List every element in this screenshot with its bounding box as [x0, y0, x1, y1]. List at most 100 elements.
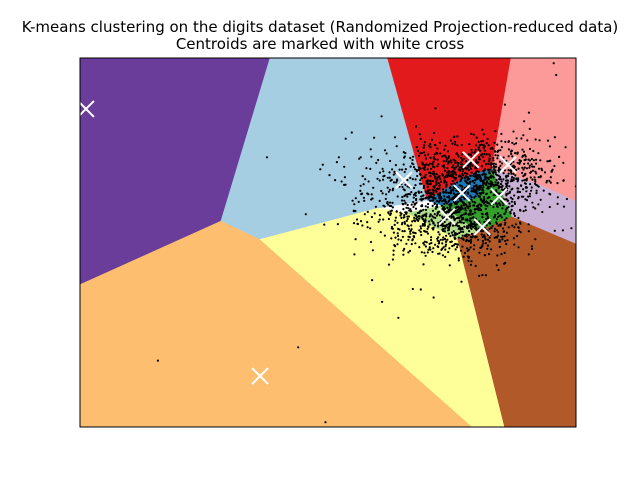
data-point — [510, 200, 513, 203]
cluster-region-8 — [80, 220, 473, 427]
data-point — [481, 239, 484, 243]
data-point — [474, 211, 477, 214]
data-point — [403, 222, 407, 225]
data-point — [477, 238, 480, 241]
data-point — [401, 221, 404, 224]
data-point — [484, 175, 487, 178]
data-point — [448, 208, 451, 211]
data-point — [446, 238, 449, 241]
data-point — [412, 205, 415, 209]
data-point — [467, 239, 470, 242]
data-point — [513, 212, 516, 215]
data-point — [396, 195, 399, 198]
data-point — [387, 263, 391, 266]
data-point — [530, 163, 533, 166]
data-point — [454, 140, 457, 143]
data-point — [473, 172, 476, 176]
data-point — [497, 268, 500, 272]
data-point — [436, 188, 439, 191]
data-point — [485, 142, 488, 145]
data-point — [369, 240, 373, 244]
data-point — [534, 180, 537, 183]
data-point — [443, 220, 446, 224]
data-point — [488, 227, 491, 230]
data-point — [486, 215, 489, 219]
data-point — [335, 161, 338, 164]
data-point — [406, 215, 409, 218]
data-point — [475, 176, 478, 179]
data-point — [510, 170, 513, 173]
data-point — [488, 196, 491, 199]
data-point — [531, 169, 535, 172]
data-point — [492, 156, 495, 160]
data-point — [401, 195, 404, 199]
data-point — [437, 163, 440, 166]
data-point — [321, 163, 324, 166]
data-point — [518, 162, 521, 165]
data-point — [541, 210, 544, 214]
data-point — [454, 177, 458, 180]
data-point — [462, 230, 465, 233]
data-point — [513, 243, 516, 246]
data-point — [481, 128, 484, 131]
data-point — [505, 217, 508, 220]
data-point — [429, 191, 433, 194]
data-point — [444, 156, 448, 159]
data-point — [478, 143, 481, 147]
data-point — [461, 188, 464, 191]
data-point — [438, 184, 441, 187]
data-point — [418, 152, 422, 155]
data-point — [496, 157, 499, 160]
data-point — [359, 220, 363, 223]
data-point — [397, 227, 400, 230]
data-point — [482, 196, 486, 199]
data-point — [387, 217, 390, 221]
data-point — [475, 144, 478, 147]
data-point — [370, 193, 373, 196]
data-point — [562, 161, 565, 164]
data-point — [479, 188, 482, 191]
data-point — [473, 244, 476, 247]
data-point — [395, 145, 398, 148]
data-point — [529, 189, 533, 192]
data-point — [463, 191, 466, 194]
data-point — [520, 184, 523, 187]
data-point — [522, 210, 525, 213]
data-point — [469, 174, 472, 177]
data-point — [480, 230, 483, 233]
data-point — [443, 195, 446, 198]
data-point — [334, 179, 337, 182]
data-point — [500, 216, 503, 219]
data-point — [479, 209, 483, 212]
data-point — [451, 244, 454, 248]
data-point — [156, 359, 159, 362]
data-point — [366, 192, 369, 195]
data-point — [442, 228, 445, 231]
data-point — [447, 251, 450, 254]
data-point — [497, 231, 500, 234]
data-point — [445, 191, 448, 194]
data-point — [422, 242, 425, 245]
data-point — [503, 262, 506, 265]
data-point — [470, 196, 473, 199]
data-point — [490, 182, 493, 185]
data-point — [487, 144, 490, 147]
data-point — [507, 172, 510, 175]
data-point — [510, 205, 513, 208]
data-point — [468, 181, 471, 184]
data-point — [475, 205, 478, 208]
data-point — [445, 183, 448, 186]
data-point — [479, 204, 482, 207]
data-point — [383, 234, 386, 237]
data-point — [556, 196, 559, 199]
data-point — [459, 199, 462, 202]
data-point — [434, 197, 437, 200]
data-point — [438, 233, 441, 236]
data-point — [516, 180, 519, 183]
data-point — [486, 181, 489, 184]
data-point — [472, 248, 475, 251]
data-point — [423, 141, 426, 144]
data-point — [495, 218, 498, 221]
data-point — [406, 178, 409, 182]
data-point — [453, 202, 457, 205]
